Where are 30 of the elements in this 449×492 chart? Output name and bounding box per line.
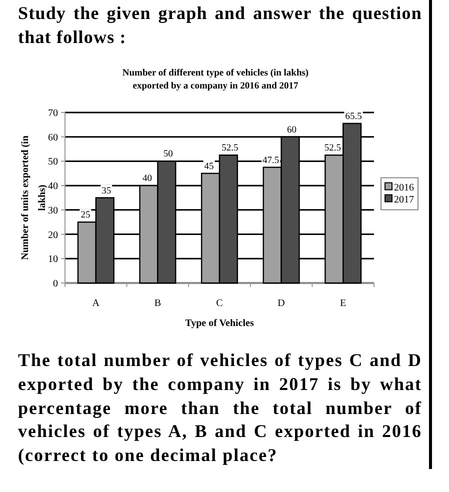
data-label: 52.5: [222, 144, 239, 154]
data-label: 25: [80, 210, 90, 221]
legend-label: 2017: [394, 194, 414, 206]
text: The total number of vehicles of types C and D exported by the company in 2017 is by what percentage more than the total number of vehicles of types A, B and C exported in 2016 (correct to one decimal place?: [18, 349, 422, 468]
y-tick-label: 10: [48, 254, 58, 266]
y-tick-label: 50: [48, 156, 58, 168]
y-tick-label: 0: [53, 278, 58, 290]
data-label: 52.5: [324, 144, 342, 154]
chart-title: Number of different type of vehicles (in lakhs) exported by a company in 2016 and 2017: [122, 68, 309, 92]
x-tick-label: C: [216, 298, 224, 309]
y-tick-label: 40: [48, 181, 58, 192]
y-axis-title: Number of units exported (in lakhs): [20, 135, 48, 260]
data-label: 40: [142, 174, 152, 184]
y-tick-label: 60: [48, 132, 58, 144]
data-label: 45: [204, 162, 214, 172]
data-label: 47.5: [262, 156, 280, 166]
data-label: 50: [163, 150, 174, 160]
data-label: 35: [102, 186, 112, 196]
x-axis-title: Type of Vehicles: [185, 318, 254, 329]
x-tick-label: A: [92, 298, 100, 309]
y-tick-label: 70: [48, 108, 58, 119]
x-tick-label: E: [340, 298, 346, 309]
x-tick-label: B: [154, 298, 162, 309]
y-tick-label: 20: [48, 230, 58, 241]
text: Study the given graph and answer the question that follows :: [18, 2, 422, 49]
data-label: 60: [287, 125, 297, 136]
legend-label: 2016: [394, 182, 414, 194]
x-tick-label: D: [278, 298, 285, 309]
y-tick-label: 30: [48, 205, 58, 216]
data-label: 65.5: [345, 112, 362, 122]
